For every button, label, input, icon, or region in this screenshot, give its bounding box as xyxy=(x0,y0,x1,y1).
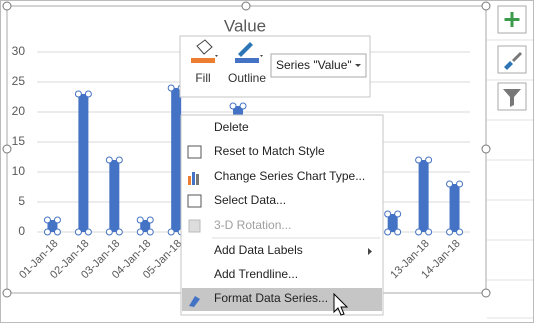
menu-item[interactable]: Reset to Match Style xyxy=(214,144,325,158)
bar xyxy=(171,88,182,232)
selection-handle xyxy=(415,156,423,164)
selection-handle xyxy=(415,228,423,236)
y-tick-label: 10 xyxy=(12,164,26,178)
brush-handle xyxy=(512,52,522,62)
series-dropdown[interactable] xyxy=(270,53,367,78)
y-tick-label: 30 xyxy=(12,44,26,58)
selection-handle xyxy=(456,228,464,236)
bar xyxy=(47,220,58,232)
selection-handle xyxy=(384,210,392,218)
fill-label: Fill xyxy=(195,71,210,85)
menu-item: 3-D Rotation... xyxy=(214,218,291,232)
selection-handle xyxy=(146,216,154,224)
add-element-button[interactable] xyxy=(497,5,527,34)
selection-handle xyxy=(53,216,61,224)
selection-handle xyxy=(115,228,123,236)
menu-item[interactable]: Add Data Labels xyxy=(214,243,303,257)
submenu-arrow xyxy=(368,248,372,255)
mouse-cursor xyxy=(333,292,349,316)
selection-handle xyxy=(105,228,113,236)
selection-handle xyxy=(146,228,154,236)
fill-bucket-icon[interactable] xyxy=(196,39,213,55)
mini-toolbar: Fill Outline Series "Value" xyxy=(179,35,371,98)
bar xyxy=(78,94,89,232)
series-dropdown-label: Series "Value" xyxy=(276,58,352,72)
selection-handle xyxy=(394,210,402,218)
y-tick-label: 25 xyxy=(12,74,26,88)
selection-handle xyxy=(384,228,392,236)
reset-icon xyxy=(187,145,202,159)
y-tick-label: 20 xyxy=(12,104,26,118)
fill-dropdown[interactable] xyxy=(215,55,218,57)
chart-type-icon xyxy=(188,176,191,185)
menu-panel xyxy=(180,114,384,316)
menu-item[interactable]: Format Data Series... xyxy=(214,291,328,305)
selection-handle xyxy=(136,216,144,224)
selection-handle xyxy=(394,228,402,236)
selection-handle xyxy=(43,216,51,224)
selection-handle xyxy=(167,84,175,92)
menu-item[interactable]: Add Trendline... xyxy=(214,267,298,281)
brush-icon xyxy=(504,61,513,70)
selection-handle xyxy=(74,90,82,98)
selection-handle xyxy=(425,228,433,236)
fill-color xyxy=(191,58,215,63)
selection-handle xyxy=(446,180,454,188)
selection-handle xyxy=(167,228,175,236)
outline-color xyxy=(235,58,259,63)
bar xyxy=(387,214,398,232)
chart-type-icon-bar2 xyxy=(196,174,199,185)
style-button[interactable] xyxy=(497,45,527,74)
bar xyxy=(140,220,151,232)
selection-handle xyxy=(105,156,113,164)
outline-dropdown[interactable] xyxy=(260,55,263,57)
selection-handle xyxy=(136,228,144,236)
menu-item[interactable]: Change Series Chart Type... xyxy=(214,169,365,183)
selection-handle xyxy=(425,156,433,164)
selection-handle xyxy=(43,228,51,236)
outline-label: Outline xyxy=(228,71,266,85)
menu-icons xyxy=(187,145,202,307)
bar xyxy=(418,160,429,232)
format-icon xyxy=(189,296,200,307)
selection-handle xyxy=(53,228,61,236)
selection-handle xyxy=(239,102,247,110)
selection-handle xyxy=(229,102,237,110)
selection-handle xyxy=(74,228,82,236)
y-tick-label: 5 xyxy=(18,194,25,208)
filter-icon xyxy=(503,89,521,107)
selection-handle xyxy=(115,156,123,164)
select-data-icon xyxy=(187,194,202,208)
selection-handle xyxy=(456,180,464,188)
chart-type-icon-bar xyxy=(192,172,195,185)
y-tick-label: 15 xyxy=(12,134,26,148)
selection-handle xyxy=(446,228,454,236)
selection-handle xyxy=(84,228,92,236)
chart-handles xyxy=(2,1,491,298)
dropdown-arrow xyxy=(355,64,361,67)
context-menu: Delete Reset to Match Style Change Series … xyxy=(180,114,384,316)
menu-highlight xyxy=(182,288,382,311)
plus-icon xyxy=(504,12,520,27)
y-tick-label: 0 xyxy=(18,224,25,238)
rotation-icon xyxy=(188,219,201,233)
chart-title: Value xyxy=(224,16,266,35)
selection-handle xyxy=(84,90,92,98)
outline-pen-icon[interactable] xyxy=(238,42,253,57)
menu-item[interactable]: Delete xyxy=(214,120,249,134)
sheet-grid xyxy=(487,39,534,319)
chart-buttons xyxy=(497,5,527,111)
bar xyxy=(109,160,120,232)
menu-item[interactable]: Select Data... xyxy=(214,193,286,207)
bar xyxy=(449,184,460,232)
